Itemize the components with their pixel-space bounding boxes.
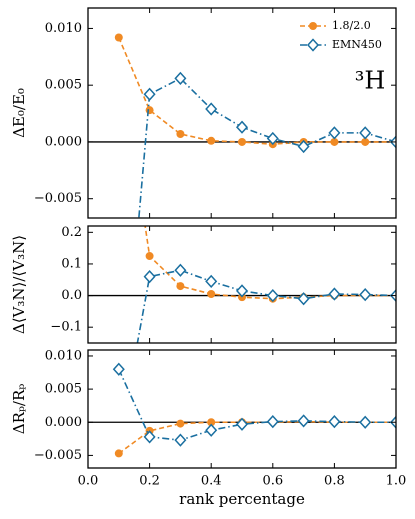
series-line: [136, 269, 396, 343]
marker: [205, 102, 218, 116]
y-axis-label: Δ⟨V₃N⟩/⟨V₃N⟩: [10, 235, 28, 334]
y-axis-label: ΔE₀/E₀: [10, 88, 28, 138]
y-tick-label: 0.010: [45, 348, 82, 363]
marker: [205, 274, 218, 288]
x-axis-label: rank percentage: [179, 490, 305, 508]
y-tick-label: 0.005: [45, 382, 82, 397]
marker: [297, 139, 310, 154]
y-tick-label: 0.010: [45, 21, 82, 36]
marker: [297, 414, 310, 428]
y-tick-label: 0.1: [61, 256, 82, 271]
marker: [359, 126, 372, 140]
legend-label: EMN450: [332, 38, 382, 51]
y-tick-label: −0.005: [34, 448, 82, 463]
plot-area: [88, 33, 396, 218]
axes-frame: [87, 7, 397, 219]
marker: [235, 120, 249, 134]
y-tick-label: 0.0: [61, 288, 82, 303]
marker: [207, 418, 216, 427]
marker: [297, 292, 310, 306]
plot-area: [88, 226, 396, 450]
marker: [174, 263, 187, 277]
marker: [112, 362, 125, 376]
marker: [174, 71, 187, 85]
marker: [266, 288, 279, 303]
marker: [207, 289, 216, 298]
marker: [359, 288, 372, 302]
x-tick-label: 0.6: [262, 474, 283, 489]
marker: [174, 433, 187, 447]
x-tick-label: 0.8: [324, 474, 345, 489]
legend-label: 1.8/2.0: [332, 19, 371, 32]
x-tick-label: 1.0: [386, 474, 407, 489]
marker: [114, 449, 123, 458]
y-tick-label: −0.005: [34, 191, 82, 206]
y-tick-label: 0.2: [61, 225, 82, 240]
marker: [207, 136, 216, 145]
plot-area: [88, 362, 396, 458]
x-tick-label: 0.4: [201, 474, 222, 489]
marker: [114, 33, 123, 42]
marker: [238, 137, 246, 146]
marker: [235, 284, 249, 298]
marker: [359, 415, 372, 429]
y-tick-label: 0.000: [45, 415, 82, 430]
marker: [205, 423, 218, 437]
y-tick-label: 0.005: [45, 78, 82, 93]
axes-frame: [87, 225, 397, 344]
series-line: [118, 37, 396, 146]
series-line: [144, 226, 396, 300]
marker: [176, 419, 185, 428]
marker: [328, 414, 341, 429]
series-line: [118, 368, 396, 441]
marker: [266, 131, 279, 146]
x-tick-label: 0.2: [139, 474, 160, 489]
annotation: ³H: [355, 67, 386, 95]
marker: [114, 439, 124, 450]
axes-frame: [87, 349, 397, 469]
marker: [176, 282, 185, 291]
marker: [143, 430, 156, 444]
marker: [143, 87, 156, 101]
marker: [145, 252, 154, 261]
legend-marker: [306, 38, 320, 52]
marker: [361, 137, 370, 146]
y-tick-label: −0.1: [50, 320, 82, 335]
y-tick-label: 0.000: [45, 134, 82, 149]
marker: [330, 137, 339, 146]
marker: [145, 106, 154, 115]
marker: [176, 130, 185, 138]
series-line: [138, 77, 396, 218]
marker: [328, 126, 341, 140]
marker: [235, 417, 249, 431]
y-axis-label: ΔRₚ/Rₚ: [10, 384, 28, 434]
marker: [143, 269, 156, 284]
marker: [328, 287, 341, 301]
series-line: [118, 420, 396, 455]
legend-marker: [309, 22, 317, 30]
marker: [266, 414, 279, 429]
x-tick-label: 0.0: [78, 474, 99, 489]
